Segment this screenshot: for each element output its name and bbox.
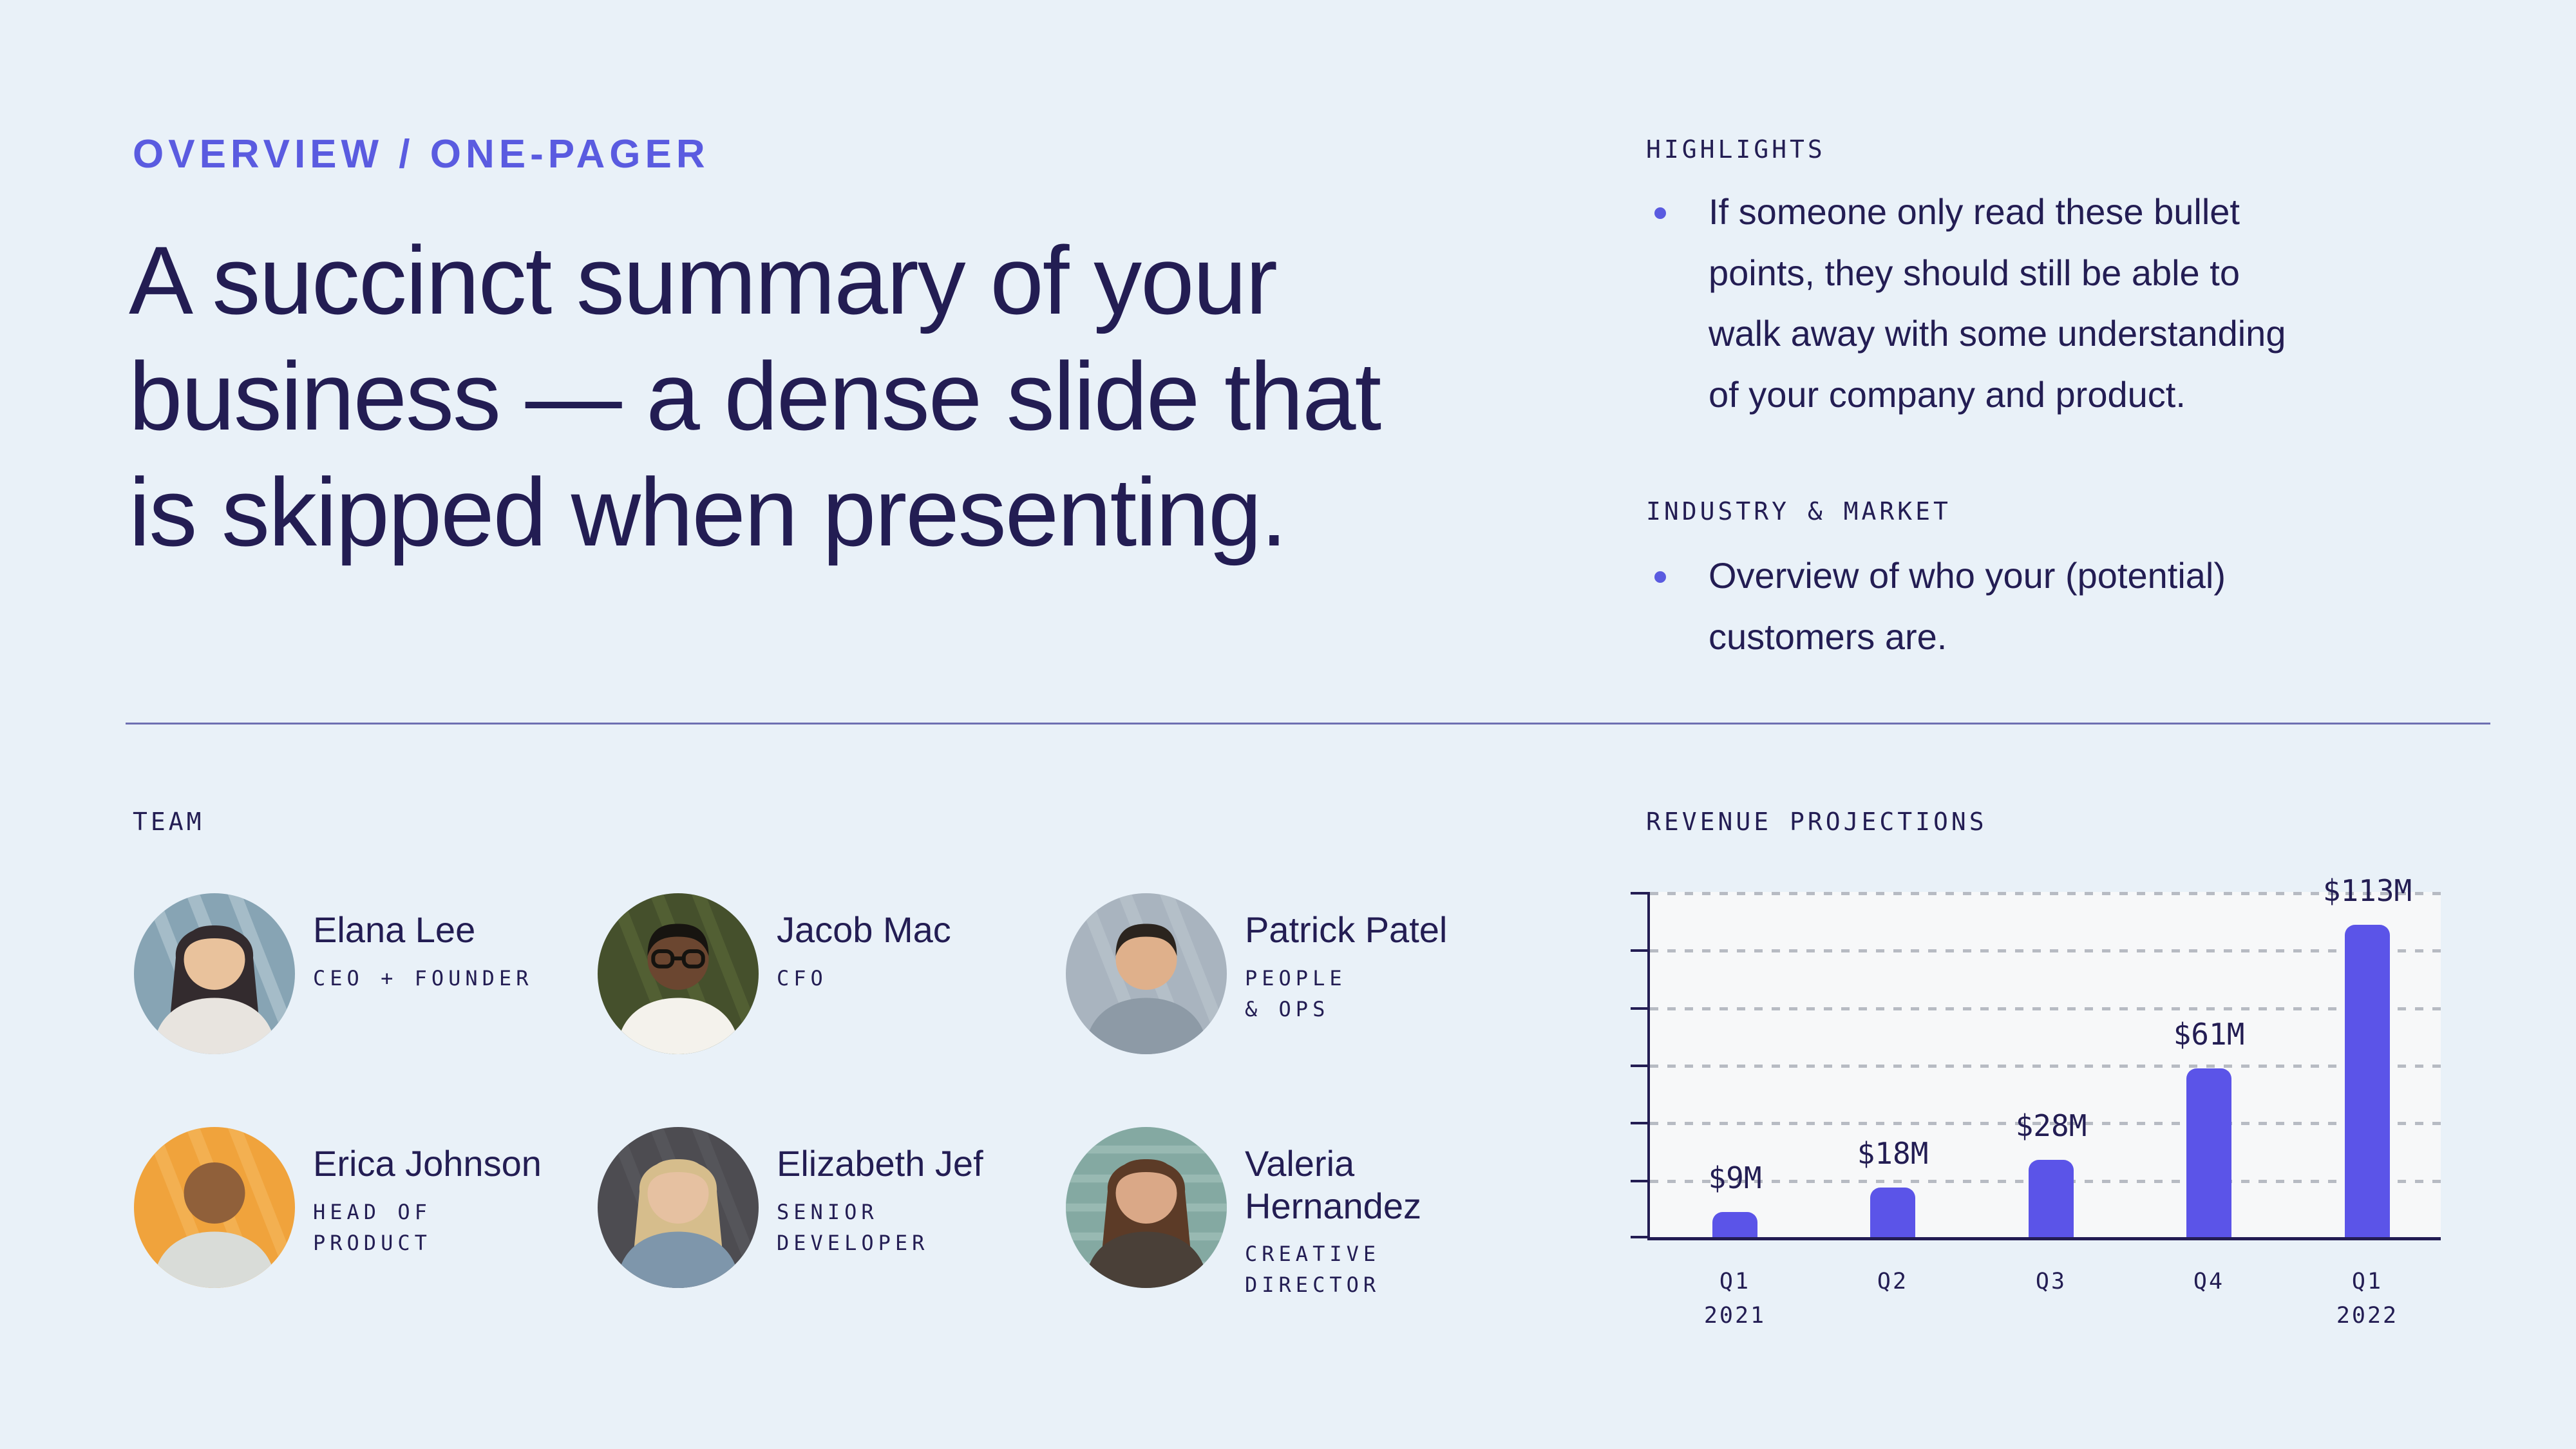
member-avatar: [134, 893, 295, 1054]
revenue-bar: [1712, 1212, 1757, 1237]
y-axis-tick: [1631, 1236, 1650, 1238]
bar-value-label: $28M: [2015, 1108, 2087, 1143]
member-info: Patrick Patel PEOPLE & OPS: [1245, 909, 1447, 1054]
revenue-bar: [2186, 1068, 2231, 1237]
revenue-bar: [1870, 1188, 1915, 1237]
member-info: Jacob Mac CFO: [777, 909, 951, 1054]
team-member: Elizabeth Jef SENIOR DEVELOPER: [598, 1127, 983, 1288]
bar-value-label: $9M: [1708, 1160, 1762, 1195]
team-section-label: TEAM: [133, 808, 205, 836]
member-name: Erica Johnson: [313, 1143, 542, 1184]
section-divider: [126, 723, 2490, 724]
team-member: Erica Johnson HEAD OF PRODUCT: [134, 1127, 542, 1288]
member-avatar: [1066, 1127, 1227, 1288]
member-role: PEOPLE & OPS: [1245, 965, 1347, 1021]
x-tick-label: Q3: [2035, 1269, 2067, 1294]
highlights-section-label: HIGHLIGHTS: [1646, 135, 1826, 164]
y-axis-tick: [1631, 1122, 1650, 1124]
member-role: CREATIVE DIRECTOR: [1245, 1242, 1381, 1298]
bullet-item: Overview of who your (potential) custome…: [1646, 545, 2522, 667]
bullet-item: If someone only read these bullet points…: [1646, 182, 2522, 426]
chart-gridline: [1650, 1065, 2441, 1068]
team-member: Valeria Hernandez CREATIVE DIRECTOR: [1066, 1127, 1421, 1300]
member-info: Valeria Hernandez CREATIVE DIRECTOR: [1245, 1142, 1421, 1300]
highlights-bullet-list: If someone only read these bullet points…: [1646, 182, 2522, 426]
member-role: SENIOR DEVELOPER: [777, 1199, 929, 1255]
x-tick-label: Q4: [2193, 1269, 2225, 1294]
page-title: A succinct summary of your business — a …: [129, 226, 1381, 566]
y-axis-tick: [1631, 1007, 1650, 1010]
team-member: Patrick Patel PEOPLE & OPS: [1066, 893, 1447, 1054]
team-member: Jacob Mac CFO: [598, 893, 951, 1054]
member-info: Elizabeth Jef SENIOR DEVELOPER: [777, 1142, 983, 1288]
member-info: Elana Lee CEO + FOUNDER: [313, 909, 533, 1054]
industry-bullet-list: Overview of who your (potential) custome…: [1646, 545, 2522, 667]
member-name: Valeria Hernandez: [1245, 1143, 1421, 1226]
member-name: Patrick Patel: [1245, 909, 1448, 950]
member-role: CEO + FOUNDER: [313, 965, 533, 990]
member-avatar: [598, 1127, 759, 1288]
member-role: CFO: [777, 965, 828, 990]
x-tick-label: Q1 2022: [2336, 1269, 2399, 1329]
chart-gridline: [1650, 892, 2441, 895]
bullet-dot-icon: [1654, 207, 1666, 219]
bar-value-label: $18M: [1857, 1136, 1929, 1171]
bar-value-label: $113M: [2322, 873, 2412, 908]
revenue-section-label: REVENUE PROJECTIONS: [1646, 808, 1987, 836]
y-axis-tick: [1631, 1180, 1650, 1182]
member-name: Elana Lee: [313, 909, 476, 950]
x-tick-label: Q1 2021: [1703, 1269, 1766, 1329]
chart-gridline: [1650, 1122, 2441, 1125]
member-avatar: [1066, 893, 1227, 1054]
industry-section-label: INDUSTRY & MARKET: [1646, 497, 1951, 526]
chart-gridline: [1650, 1007, 2441, 1010]
member-name: Elizabeth Jef: [777, 1143, 983, 1184]
bullet-dot-icon: [1654, 571, 1666, 583]
x-tick-label: Q2: [1877, 1269, 1909, 1294]
bar-value-label: $61M: [2173, 1017, 2245, 1052]
breadcrumb-eyebrow: OVERVIEW / ONE-PAGER: [133, 132, 710, 176]
bullet-text: If someone only read these bullet points…: [1709, 191, 2286, 415]
chart-gridline: [1650, 949, 2441, 952]
member-avatar: [598, 893, 759, 1054]
member-info: Erica Johnson HEAD OF PRODUCT: [313, 1142, 542, 1288]
y-axis-tick: [1631, 949, 1650, 952]
y-axis-tick: [1631, 892, 1650, 895]
chart-plot-area: $9M $18M $28M $61M $113M: [1631, 873, 2441, 1240]
member-avatar: [134, 1127, 295, 1288]
y-axis-tick: [1631, 1065, 1650, 1067]
member-name: Jacob Mac: [777, 909, 951, 950]
revenue-chart: $9M $18M $28M $61M $113M Q1 2021 Q2 Q3 Q4 Q1 202…: [1631, 873, 2441, 1329]
bullet-text: Overview of who your (potential) custome…: [1709, 555, 2226, 657]
member-role: HEAD OF PRODUCT: [313, 1199, 431, 1255]
revenue-bar: [2345, 925, 2390, 1237]
revenue-bar: [2029, 1160, 2074, 1237]
team-member: Elana Lee CEO + FOUNDER: [134, 893, 533, 1054]
